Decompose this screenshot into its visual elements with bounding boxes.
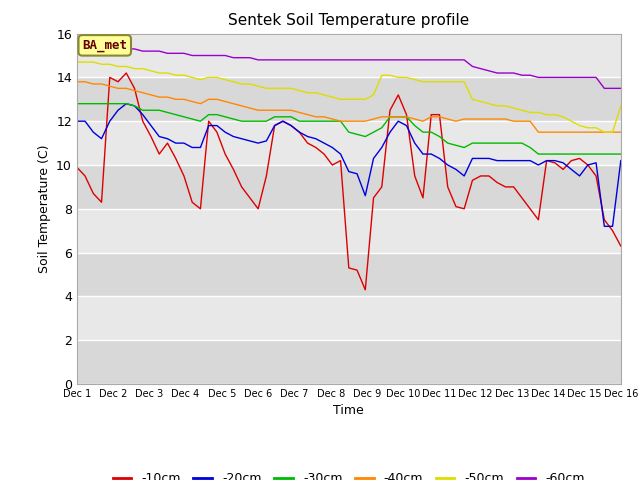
X-axis label: Time: Time <box>333 405 364 418</box>
Bar <box>77 296 621 340</box>
Text: BA_met: BA_met <box>82 39 127 52</box>
Bar <box>77 34 621 77</box>
Bar <box>77 209 621 252</box>
Bar <box>77 252 621 296</box>
Bar <box>77 121 621 165</box>
Legend: -10cm, -20cm, -30cm, -40cm, -50cm, -60cm: -10cm, -20cm, -30cm, -40cm, -50cm, -60cm <box>108 468 590 480</box>
Bar <box>77 340 621 384</box>
Bar <box>77 165 621 209</box>
Title: Sentek Soil Temperature profile: Sentek Soil Temperature profile <box>228 13 469 28</box>
Bar <box>77 77 621 121</box>
Y-axis label: Soil Temperature (C): Soil Temperature (C) <box>38 144 51 273</box>
